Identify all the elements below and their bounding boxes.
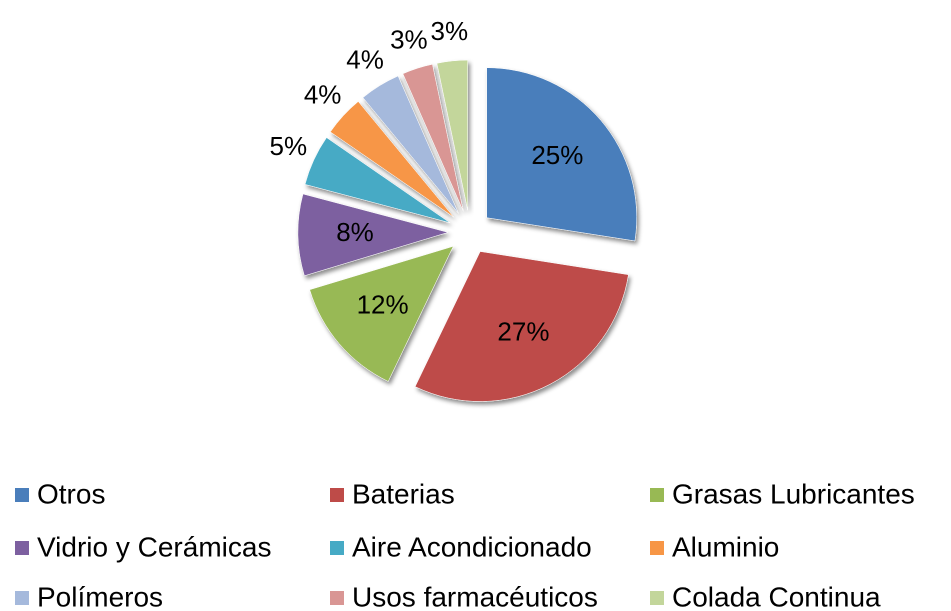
slice-label: 4% [346, 45, 384, 75]
slice-label: 27% [497, 317, 549, 347]
slice-label: 4% [304, 80, 342, 110]
legend-swatch [330, 488, 344, 502]
pie-slice [402, 63, 464, 212]
legend-label: Otros [37, 478, 105, 509]
legend-label: Usos farmacéuticos [352, 581, 598, 611]
legend-label: Polímeros [37, 581, 163, 611]
pie-slice [486, 67, 637, 242]
pie-slice [436, 59, 468, 211]
legend-swatch [330, 591, 344, 605]
pie-slice [362, 75, 459, 214]
legend-label: Aluminio [672, 531, 779, 562]
pie-slice [329, 101, 454, 218]
slice-label: 25% [531, 140, 583, 170]
legend-swatch [330, 541, 344, 555]
slice-label: 8% [336, 217, 374, 247]
legend-label: Vidrio y Cerámicas [37, 531, 271, 562]
legend-label: Grasas Lubricantes [672, 478, 915, 509]
legend-label: Baterias [352, 478, 455, 509]
pie-slice [297, 193, 449, 277]
legend-label: Colada Continua [672, 581, 881, 611]
slice-label: 5% [270, 131, 308, 161]
legend-swatch [650, 591, 664, 605]
pie-slice [304, 137, 451, 224]
pie-slice [414, 251, 629, 402]
legend-swatch [15, 541, 29, 555]
legend-swatch [650, 488, 664, 502]
legend-label: Aire Acondicionado [352, 531, 592, 562]
slice-label: 3% [390, 24, 428, 54]
slice-label: 12% [357, 290, 409, 320]
slice-label: 3% [431, 16, 469, 46]
legend-swatch [650, 541, 664, 555]
legend-swatch [15, 488, 29, 502]
pie-slice [309, 245, 454, 382]
legend-swatch [15, 591, 29, 605]
